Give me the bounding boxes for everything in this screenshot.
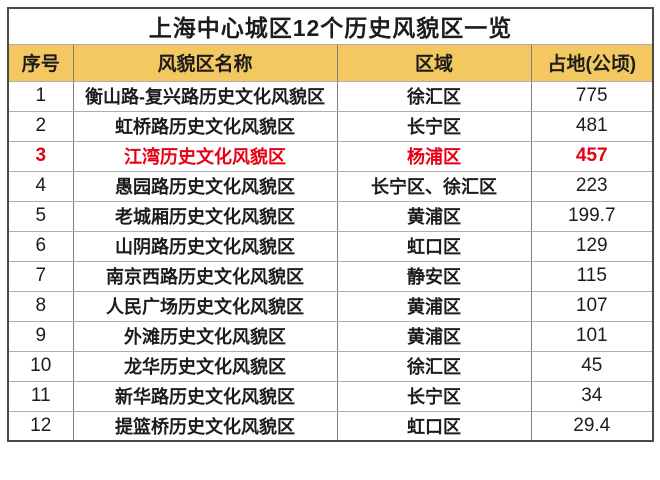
region-cell: 长宁区 — [336, 380, 532, 412]
row-number-cell: 3 — [7, 140, 74, 172]
region-cell: 静安区 — [336, 260, 532, 292]
table-row: 6 山阴路历史文化风貌区 虹口区 129 — [7, 230, 654, 262]
area-cell: 29.4 — [530, 410, 654, 442]
region-cell: 长宁区 — [336, 110, 532, 142]
table-title: 上海中心城区12个历史风貌区一览 — [7, 7, 654, 45]
region-cell: 长宁区、徐汇区 — [336, 170, 532, 202]
area-cell: 775 — [530, 80, 654, 112]
row-number-cell: 12 — [7, 410, 74, 442]
area-cell: 457 — [530, 140, 654, 172]
district-name-cell: 老城厢历史文化风貌区 — [72, 200, 338, 232]
region-cell: 黄浦区 — [336, 200, 532, 232]
district-name-cell: 南京西路历史文化风貌区 — [72, 260, 338, 292]
col-header-index: 序号 — [7, 43, 74, 82]
table-row: 9 外滩历史文化风貌区 黄浦区 101 — [7, 320, 654, 352]
district-name-cell: 江湾历史文化风貌区 — [72, 140, 338, 172]
row-number-cell: 10 — [7, 350, 74, 382]
area-cell: 107 — [530, 290, 654, 322]
table-row: 11 新华路历史文化风貌区 长宁区 34 — [7, 380, 654, 412]
area-cell: 115 — [530, 260, 654, 292]
district-name-cell: 衡山路-复兴路历史文化风貌区 — [72, 80, 338, 112]
table-row: 1 衡山路-复兴路历史文化风貌区 徐汇区 775 — [7, 80, 654, 112]
district-name-cell: 提篮桥历史文化风貌区 — [72, 410, 338, 442]
historic-districts-table: 上海中心城区12个历史风貌区一览 序号 风貌区名称 区域 占地(公顷) 1 衡山… — [7, 7, 655, 442]
table-row: 5 老城厢历史文化风貌区 黄浦区 199.7 — [7, 200, 654, 232]
district-name-cell: 愚园路历史文化风貌区 — [72, 170, 338, 202]
row-number-cell: 7 — [7, 260, 74, 292]
region-cell: 杨浦区 — [336, 140, 532, 172]
district-name-cell: 外滩历史文化风貌区 — [72, 320, 338, 352]
region-cell: 虹口区 — [336, 410, 532, 442]
area-cell: 101 — [530, 320, 654, 352]
area-cell: 45 — [530, 350, 654, 382]
table-header-row: 序号 风貌区名称 区域 占地(公顷) — [7, 43, 654, 82]
area-cell: 223 — [530, 170, 654, 202]
district-name-cell: 龙华历史文化风貌区 — [72, 350, 338, 382]
district-name-cell: 虹桥路历史文化风貌区 — [72, 110, 338, 142]
region-cell: 黄浦区 — [336, 290, 532, 322]
row-number-cell: 6 — [7, 230, 74, 262]
row-number-cell: 2 — [7, 110, 74, 142]
table-row: 7 南京西路历史文化风貌区 静安区 115 — [7, 260, 654, 292]
table-row: 10 龙华历史文化风貌区 徐汇区 45 — [7, 350, 654, 382]
row-number-cell: 11 — [7, 380, 74, 412]
table-row: 2 虹桥路历史文化风貌区 长宁区 481 — [7, 110, 654, 142]
col-header-area: 占地(公顷) — [530, 43, 654, 82]
historic-districts-table-container: 上海中心城区12个历史风貌区一览 序号 风貌区名称 区域 占地(公顷) 1 衡山… — [7, 7, 655, 442]
district-name-cell: 新华路历史文化风貌区 — [72, 380, 338, 412]
row-number-cell: 5 — [7, 200, 74, 232]
area-cell: 129 — [530, 230, 654, 262]
region-cell: 徐汇区 — [336, 350, 532, 382]
row-number-cell: 9 — [7, 320, 74, 352]
table-row-highlighted: 3 江湾历史文化风貌区 杨浦区 457 — [7, 140, 654, 172]
area-cell: 199.7 — [530, 200, 654, 232]
region-cell: 黄浦区 — [336, 320, 532, 352]
region-cell: 徐汇区 — [336, 80, 532, 112]
region-cell: 虹口区 — [336, 230, 532, 262]
row-number-cell: 1 — [7, 80, 74, 112]
district-name-cell: 人民广场历史文化风貌区 — [72, 290, 338, 322]
col-header-name: 风貌区名称 — [72, 43, 338, 82]
area-cell: 34 — [530, 380, 654, 412]
table-row: 8 人民广场历史文化风貌区 黄浦区 107 — [7, 290, 654, 322]
table-row: 12 提篮桥历史文化风貌区 虹口区 29.4 — [7, 410, 654, 442]
area-cell: 481 — [530, 110, 654, 142]
table-title-row: 上海中心城区12个历史风貌区一览 — [7, 7, 654, 45]
district-name-cell: 山阴路历史文化风貌区 — [72, 230, 338, 262]
table-row: 4 愚园路历史文化风貌区 长宁区、徐汇区 223 — [7, 170, 654, 202]
row-number-cell: 8 — [7, 290, 74, 322]
col-header-region: 区域 — [336, 43, 532, 82]
row-number-cell: 4 — [7, 170, 74, 202]
